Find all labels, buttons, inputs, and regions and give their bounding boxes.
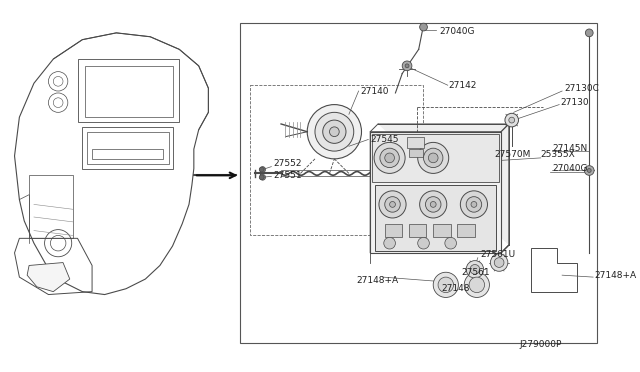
- Text: 27130C: 27130C: [564, 84, 599, 93]
- Text: 27145N: 27145N: [552, 144, 588, 153]
- Bar: [409, 149, 422, 157]
- Polygon shape: [370, 124, 509, 253]
- Text: 27570M: 27570M: [494, 150, 531, 158]
- Circle shape: [402, 61, 412, 71]
- Circle shape: [471, 202, 477, 207]
- Text: 27148+A: 27148+A: [356, 276, 399, 285]
- Circle shape: [490, 254, 508, 271]
- Bar: [375, 185, 496, 251]
- Circle shape: [466, 197, 482, 212]
- Circle shape: [379, 191, 406, 218]
- Text: 27561U: 27561U: [481, 250, 516, 259]
- Circle shape: [260, 167, 266, 173]
- Text: 27142: 27142: [449, 81, 477, 90]
- Circle shape: [418, 237, 429, 249]
- Text: 25355X: 25355X: [541, 150, 575, 158]
- Circle shape: [307, 105, 362, 159]
- Circle shape: [433, 272, 458, 298]
- Circle shape: [390, 202, 396, 207]
- Polygon shape: [27, 263, 70, 292]
- Text: 27040G: 27040G: [552, 164, 588, 173]
- Bar: [433, 224, 451, 237]
- Circle shape: [509, 117, 515, 123]
- Circle shape: [586, 29, 593, 37]
- Circle shape: [445, 237, 456, 249]
- Text: 27140: 27140: [360, 87, 389, 96]
- Circle shape: [420, 191, 447, 218]
- Circle shape: [505, 113, 518, 127]
- Circle shape: [426, 197, 441, 212]
- Circle shape: [418, 142, 449, 173]
- Circle shape: [374, 142, 405, 173]
- Text: J279000P: J279000P: [520, 340, 562, 349]
- Circle shape: [315, 112, 354, 151]
- Text: 27148+A: 27148+A: [594, 271, 636, 280]
- Circle shape: [470, 264, 480, 274]
- Circle shape: [259, 175, 264, 180]
- Bar: [370, 132, 501, 253]
- Circle shape: [464, 272, 490, 298]
- Circle shape: [259, 167, 264, 172]
- Circle shape: [384, 237, 396, 249]
- Text: 27545: 27545: [370, 135, 399, 144]
- Bar: [385, 224, 402, 237]
- Circle shape: [323, 120, 346, 143]
- Circle shape: [460, 191, 488, 218]
- Circle shape: [385, 153, 394, 163]
- Circle shape: [428, 153, 438, 163]
- Circle shape: [494, 258, 504, 267]
- Circle shape: [466, 261, 484, 278]
- Circle shape: [469, 277, 484, 293]
- Text: 27561: 27561: [461, 268, 490, 277]
- Text: 27551: 27551: [273, 171, 302, 180]
- Bar: [372, 134, 499, 182]
- Bar: [409, 224, 426, 237]
- Circle shape: [330, 127, 339, 137]
- Circle shape: [380, 148, 399, 167]
- Text: 27552: 27552: [273, 159, 302, 168]
- Circle shape: [420, 23, 428, 31]
- Bar: [241, 23, 597, 343]
- Bar: [407, 137, 424, 148]
- Circle shape: [405, 64, 409, 68]
- Circle shape: [438, 277, 454, 293]
- Text: 27040G: 27040G: [439, 28, 474, 36]
- Circle shape: [430, 202, 436, 207]
- Circle shape: [584, 166, 594, 175]
- Text: 27148: 27148: [441, 284, 470, 293]
- Bar: [458, 224, 475, 237]
- Text: 27130: 27130: [560, 98, 589, 107]
- Bar: [250, 85, 422, 235]
- Circle shape: [588, 169, 591, 173]
- Circle shape: [424, 148, 443, 167]
- Circle shape: [385, 197, 400, 212]
- Circle shape: [260, 174, 266, 180]
